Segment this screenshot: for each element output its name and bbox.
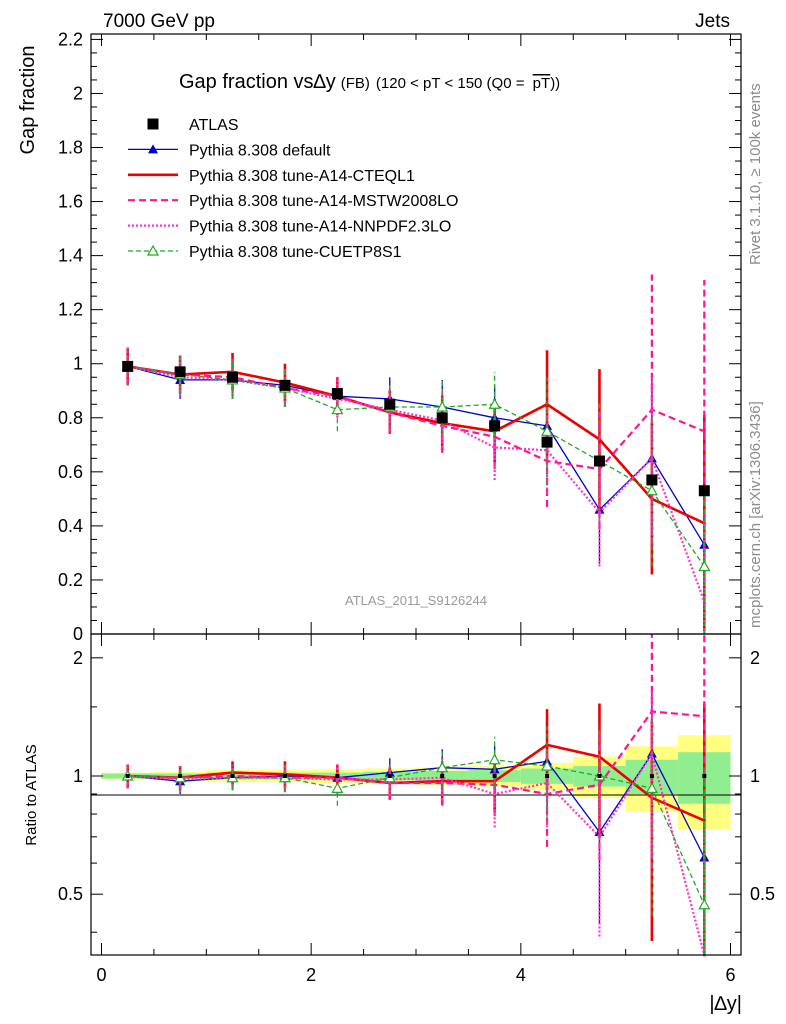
- main-series-line-pythia-8-308-tune-a14-nnpdf2-3lo: [127, 365, 706, 602]
- ratio-ytick-label: 1: [73, 766, 83, 786]
- ratio-frame: [90, 633, 742, 956]
- main-series-line-pythia-8-308-tune-a14-mstw2008lo: [127, 365, 705, 471]
- xtick-label: 4: [516, 965, 526, 985]
- mcplots-label: mcplots.cern.ch [arXiv:1306.3436]: [747, 401, 764, 628]
- ratio-ylabel: Ratio to ATLAS: [23, 744, 40, 845]
- ratio-point-pythia-8-308-tune-cuetp8s1: [698, 898, 711, 910]
- main-series-line-pythia-8-308-tune-a14-cteql1: [127, 365, 705, 525]
- atlas-data-point: [593, 455, 605, 467]
- atlas-ratio-point: [649, 774, 654, 779]
- main-ytick-label: 2.2: [58, 29, 83, 49]
- atlas-ratio-point: [335, 774, 340, 779]
- main-ytick-label: 0.4: [58, 516, 83, 536]
- main-point-pythia-8-308-tune-cuetp8s1: [488, 398, 501, 409]
- ratio-ytick-label-right: 0.5: [750, 884, 775, 904]
- main-ytick-label: 1.4: [58, 246, 83, 266]
- atlas-data-point: [279, 379, 291, 391]
- ratio-point-pythia-8-308-tune-a14-mstw2008lo: [702, 714, 706, 718]
- atlas-data-point: [174, 366, 186, 378]
- main-point-pythia-8-308-tune-a14-mstw2008lo: [702, 429, 706, 433]
- atlas-data-point: [436, 412, 448, 424]
- xtick-label: 0: [96, 965, 106, 985]
- main-ytick-label: 1.6: [58, 192, 83, 212]
- ratio-point-pythia-8-308-tune-cuetp8s1: [488, 753, 501, 765]
- atlas-data-point: [227, 371, 239, 383]
- main-point-pythia-8-308-tune-cuetp8s1: [698, 560, 711, 572]
- legend-marker-pythia-8-308-tune-cuetp8s1: [146, 244, 160, 256]
- main-point-pythia-8-308-tune-cuetp8s1: [436, 400, 449, 412]
- title-cut: (120 < pT < 150 (Q0 =: [376, 75, 529, 92]
- atlas-ratio-point: [597, 774, 602, 779]
- legend-label-pythia-8-308-tune-a14-nnpdf2-3lo: Pythia 8.308 tune-A14-NNPDF2.3LO: [189, 219, 451, 236]
- legend-label-pythia-8-308-tune-cuetp8s1: Pythia 8.308 tune-CUETP8S1: [189, 244, 402, 261]
- main-series-line-pythia-8-308-tune-cuetp8s1: [127, 365, 705, 567]
- title-small: (FB): [341, 75, 370, 92]
- atlas-data-point: [646, 474, 658, 486]
- ratio-point-pythia-8-308-tune-cuetp8s1: [331, 782, 344, 793]
- legend-marker-pythia-8-308-default: [148, 144, 158, 154]
- axes-layer: 0 0.2 0.4 0.6 0.8 1 1.2 1.4 1.6 1.8 2 2.2 0 2 4 6 0.5 0.5…: [58, 29, 775, 985]
- atlas-data-point: [489, 420, 501, 432]
- xtick-label: 6: [726, 965, 736, 985]
- legend-label-pythia-8-308-tune-a14-cteql1: Pythia 8.308 tune-A14-CTEQL1: [189, 168, 415, 185]
- ratio-point-pythia-8-308-tune-a14-nnpdf2-3lo: [493, 792, 497, 796]
- legend: ATLAS Pythia 8.308 default Pythia 8.308 tu…: [128, 117, 458, 261]
- main-ytick-label: 0.2: [58, 570, 83, 590]
- atlas-ratio-point: [178, 774, 183, 779]
- atlas-ratio-point: [282, 774, 287, 779]
- header-right: Jets: [695, 11, 730, 32]
- analysis-watermark: ATLAS_2011_S9126244: [345, 593, 487, 608]
- legend-marker-atlas: [147, 118, 159, 130]
- atlas-ratio-point: [440, 774, 445, 779]
- main-point-pythia-8-308-tune-cuetp8s1: [541, 425, 554, 436]
- main-point-pythia-8-308-tune-cuetp8s1: [331, 403, 344, 415]
- main-ytick-label: 1: [73, 354, 83, 374]
- atlas-ratio-point: [230, 774, 235, 779]
- ratio-ytick-label: 2: [73, 648, 83, 668]
- title-cut-overlined: pT: [533, 75, 551, 92]
- ratio-series-line-pythia-8-308-tune-a14-mstw2008lo: [127, 710, 705, 796]
- ratio-point-pythia-8-308-tune-cuetp8s1: [436, 761, 449, 773]
- atlas-data-point: [541, 436, 553, 448]
- rivet-label: Rivet 3.1.10, ≥ 100k events: [747, 83, 764, 265]
- atlas-data-point: [331, 387, 343, 399]
- main-ytick-label: 2: [73, 83, 83, 103]
- ratio-ytick-label-right: 1: [750, 766, 760, 786]
- main-ytick-label: 1.8: [58, 138, 83, 158]
- main-ytick-label: 1.2: [58, 300, 83, 320]
- ratio-ytick-label: 0.5: [58, 884, 83, 904]
- xlabel: |∆y|: [709, 993, 742, 1015]
- main-point-pythia-8-308-tune-cuetp8s1: [645, 484, 658, 496]
- atlas-ratio-point: [492, 774, 497, 779]
- series-layer: [121, 274, 711, 957]
- atlas-ratio-point: [387, 774, 392, 779]
- atlas-ratio-point: [125, 774, 130, 779]
- legend-label-atlas: ATLAS: [189, 117, 239, 134]
- main-ytick-label: 0.8: [58, 408, 83, 428]
- legend-label-pythia-8-308-tune-a14-mstw2008lo: Pythia 8.308 tune-A14-MSTW2008LO: [189, 193, 458, 210]
- xtick-label: 2: [306, 965, 316, 985]
- atlas-data-point: [122, 360, 134, 372]
- ratio-point-pythia-8-308-tune-cuetp8s1: [541, 759, 554, 771]
- legend-label-pythia-8-308-default: Pythia 8.308 default: [189, 142, 331, 159]
- ratio-point-pythia-8-308-tune-cuetp8s1: [645, 782, 658, 793]
- atlas-data-point: [384, 398, 396, 410]
- title-cut-end: )): [550, 75, 560, 92]
- main-ylabel: Gap fraction: [17, 46, 39, 155]
- atlas-ratio-point: [702, 774, 707, 779]
- main-ytick-label: 0.6: [58, 462, 83, 482]
- ratio-ytick-label-right: 2: [750, 648, 760, 668]
- main-point-pythia-8-308-tune-a14-nnpdf2-3lo: [493, 445, 497, 450]
- main-series-line-pythia-8-308-default: [127, 365, 705, 546]
- title-main: Gap fraction vs∆y: [179, 71, 336, 93]
- atlas-data-point: [698, 485, 710, 497]
- atlas-ratio-point: [545, 774, 550, 779]
- atlas-data-layer: [122, 360, 710, 779]
- header-left: 7000 GeV pp: [103, 11, 215, 32]
- plot-title: Gap fraction vs∆y (FB) (120 < pT < 150 (Q0…: [179, 71, 560, 93]
- ratio-series-line-pythia-8-308-tune-cuetp8s1: [127, 759, 705, 905]
- main-ytick-label: 0: [73, 624, 83, 644]
